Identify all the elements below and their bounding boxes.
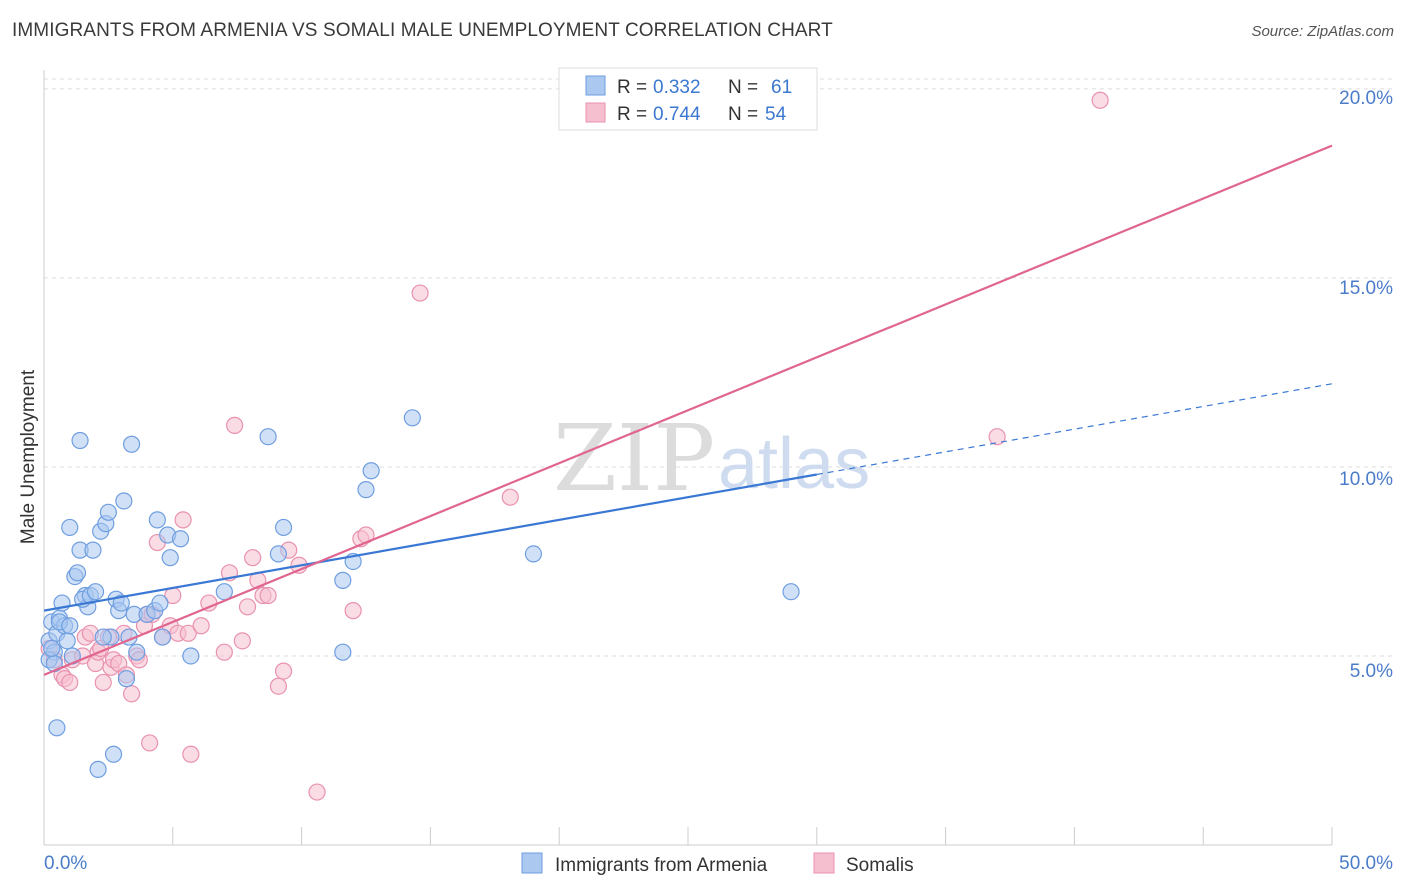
trend-line-armenia-extension xyxy=(816,383,1333,476)
somali-point-31 xyxy=(179,624,197,642)
legend-r-value-armenia: 0.332 xyxy=(653,77,701,98)
armenia-point-41 xyxy=(153,628,172,646)
x-tick-label-min: 0.0% xyxy=(44,853,87,874)
legend-r-value-somali: 0.744 xyxy=(653,104,701,125)
armenia-point-54 xyxy=(362,462,380,480)
y-axis-title: Male Unemployment xyxy=(18,369,39,544)
somali-point-52 xyxy=(988,428,1006,446)
legend-swatch-somali xyxy=(585,102,606,123)
legend-n-value-somali: 54 xyxy=(765,104,787,125)
armenia-point-45 xyxy=(182,647,200,665)
armenia-point-22 xyxy=(86,583,105,601)
trend-line-somali xyxy=(43,144,1333,676)
x-tick-label-max: 50.0% xyxy=(1339,853,1393,874)
legend-bottom-swatch-armenia xyxy=(521,852,543,874)
somali-point-56 xyxy=(308,783,326,801)
somali-point-43 xyxy=(269,677,288,695)
armenia-point-33 xyxy=(117,670,136,688)
armenia-point-31 xyxy=(115,492,133,510)
armenia-point-9 xyxy=(58,632,76,650)
armenia-point-57 xyxy=(782,583,800,601)
chart-source: Source: ZipAtlas.com xyxy=(1251,23,1394,40)
legend-bottom-label-somali: Somalis xyxy=(846,855,914,876)
armenia-point-12 xyxy=(61,617,79,635)
somali-point-50 xyxy=(411,284,429,302)
chart-title: IMMIGRANTS FROM ARMENIA VS SOMALI MALE U… xyxy=(12,20,833,41)
watermark-atlas: atlas xyxy=(718,424,870,504)
y-tick-label-5: 5.0% xyxy=(1350,661,1393,682)
armenia-point-27 xyxy=(94,628,112,646)
somali-point-32 xyxy=(192,617,210,635)
trend-line-armenia xyxy=(43,473,817,612)
somali-point-51 xyxy=(501,488,519,506)
armenia-point-47 xyxy=(259,428,277,446)
x-axis-ticks xyxy=(43,827,1333,845)
somali-point-38 xyxy=(238,598,257,616)
armenia-point-56 xyxy=(524,545,543,563)
armenia-point-34 xyxy=(122,435,141,453)
legend-r-label-somali: R = xyxy=(617,104,647,125)
armenia-point-30 xyxy=(112,594,130,612)
y-tick-label-10: 10.0% xyxy=(1339,469,1393,490)
trend-lines xyxy=(43,144,1333,676)
watermark-zip: ZIP xyxy=(553,405,715,512)
armenia-point-20 xyxy=(84,541,102,559)
somali-point-44 xyxy=(274,662,293,680)
grid-lines xyxy=(44,78,1392,657)
armenia-point-59 xyxy=(89,760,107,778)
somali-point-4 xyxy=(61,673,79,692)
armenia-point-58 xyxy=(48,719,66,737)
legend-swatch-armenia xyxy=(585,75,606,96)
somali-point-30 xyxy=(174,511,192,529)
armenia-point-11 xyxy=(43,639,61,658)
somali-point-55 xyxy=(182,745,200,763)
legend-bottom-swatch-somali xyxy=(813,852,835,874)
legend-r-label-armenia: R = xyxy=(617,77,647,98)
armenia-point-40 xyxy=(151,594,169,612)
armenia-point-48 xyxy=(269,545,288,563)
legend-n-value-armenia: 61 xyxy=(771,77,792,98)
armenia-point-53 xyxy=(357,481,375,499)
legend-top: R = 0.332 N = 61 R = 0.744 N = 54 xyxy=(558,67,818,131)
y-tick-label-15: 15.0% xyxy=(1339,278,1393,299)
armenia-point-62 xyxy=(61,518,79,537)
armenia-point-61 xyxy=(71,431,89,450)
legend-n-label-armenia: N = xyxy=(728,77,758,98)
y-tick-label-20: 20.0% xyxy=(1339,88,1393,109)
somali-point-19 xyxy=(122,685,141,703)
armenia-point-55 xyxy=(403,409,421,427)
legend-bottom: Immigrants from Armenia Somalis xyxy=(521,852,914,876)
somali-point-47 xyxy=(344,602,362,620)
somali-point-34 xyxy=(215,643,233,661)
somali-point-12 xyxy=(94,673,112,692)
armenia-point-51 xyxy=(334,571,352,589)
somali-point-53 xyxy=(1091,91,1109,109)
somali-point-54 xyxy=(141,734,159,752)
somali-point-36 xyxy=(226,416,244,434)
armenia-points xyxy=(40,409,800,778)
armenia-point-49 xyxy=(274,518,293,537)
somali-point-42 xyxy=(259,586,277,605)
armenia-point-36 xyxy=(128,643,146,661)
armenia-point-50 xyxy=(334,643,352,661)
armenia-point-39 xyxy=(148,511,166,529)
somali-point-39 xyxy=(244,549,262,567)
legend-n-label-somali: N = xyxy=(728,104,758,125)
armenia-point-60 xyxy=(104,745,123,763)
armenia-point-25 xyxy=(99,503,118,521)
somali-point-37 xyxy=(233,632,251,650)
legend-bottom-label-armenia: Immigrants from Armenia xyxy=(555,855,768,876)
armenia-point-15 xyxy=(68,564,87,582)
armenia-point-44 xyxy=(171,530,190,548)
armenia-point-43 xyxy=(161,549,179,567)
